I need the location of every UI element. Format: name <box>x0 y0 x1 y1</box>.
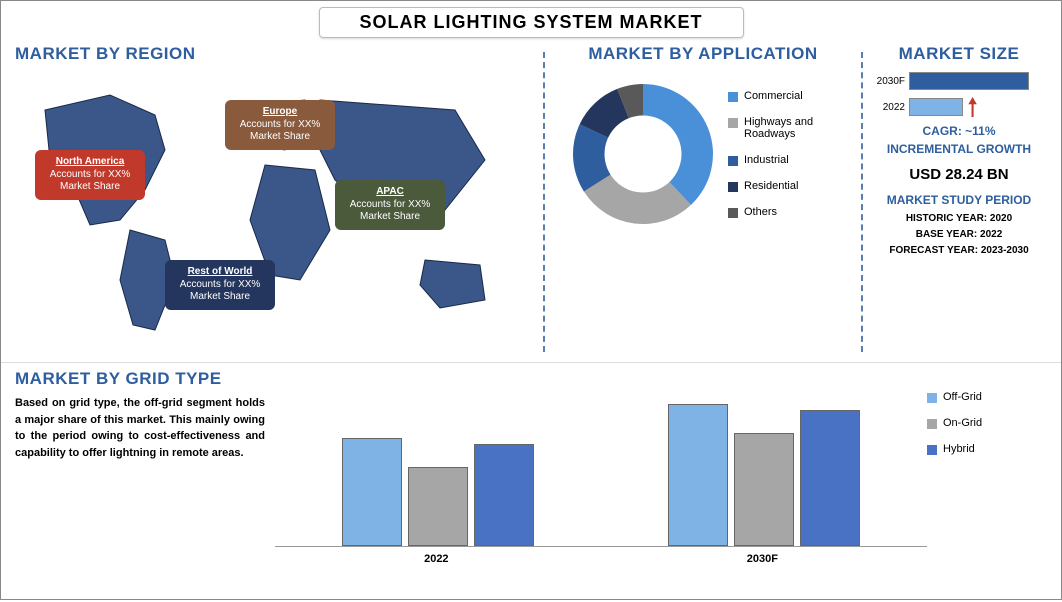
legend-swatch <box>728 92 738 102</box>
arrow-up-icon: 🠕 <box>967 94 978 120</box>
size-bar-chart: 2030F 2022 🠕 <box>871 72 1047 120</box>
growth-heading: INCREMENTAL GROWTH <box>871 142 1047 156</box>
region-tag-line: Accounts for XX% <box>50 169 131 180</box>
market-size-panel: MARKET SIZE 2030F 2022 🠕 CAGR: ~11% INCR… <box>871 42 1047 362</box>
cagr-label: CAGR: ~11% <box>871 124 1047 138</box>
divider-vertical <box>861 52 863 352</box>
bar-hybrid <box>800 410 860 546</box>
growth-value: USD 28.24 BN <box>871 166 1047 183</box>
study-forecast: FORECAST YEAR: 2023-2030 <box>871 243 1047 259</box>
size-bar-label: 2022 <box>871 102 905 113</box>
x-label: 2030F <box>747 553 778 565</box>
legend-label: Commercial <box>744 90 803 102</box>
legend-swatch <box>728 182 738 192</box>
region-tag-rest-of-world: Rest of World Accounts for XX% Market Sh… <box>165 260 275 310</box>
region-tag-apac: APAC Accounts for XX% Market Share <box>335 180 445 230</box>
grid-bar-chart <box>275 377 927 547</box>
region-panel: MARKET BY REGION <box>15 42 535 362</box>
grid-text-column: MARKET BY GRID TYPE Based on grid type, … <box>15 367 265 592</box>
study-period-block: HISTORIC YEAR: 2020 BASE YEAR: 2022 FORE… <box>871 211 1047 259</box>
region-tag-title: Europe <box>233 106 327 119</box>
bar-off-grid <box>342 438 402 546</box>
divider-vertical <box>543 52 545 352</box>
world-map: North America Accounts for XX% Market Sh… <box>15 70 515 340</box>
size-bar-row: 2022 🠕 <box>871 94 1047 120</box>
study-heading: MARKET STUDY PERIOD <box>871 193 1047 207</box>
region-tag-line: Accounts for XX% <box>180 279 261 290</box>
grid-x-axis: 2022 2030F <box>275 553 927 565</box>
legend-item: Others <box>728 206 838 218</box>
legend-label: Off-Grid <box>943 391 982 403</box>
grid-heading: MARKET BY GRID TYPE <box>15 369 265 389</box>
study-base: BASE YEAR: 2022 <box>871 227 1047 243</box>
application-heading: MARKET BY APPLICATION <box>553 44 853 64</box>
donut-chart <box>568 79 718 229</box>
donut-wrap: Commercial Highways and Roadways Industr… <box>553 76 853 232</box>
legend-item: Hybrid <box>927 443 1037 455</box>
donut-legend: Commercial Highways and Roadways Industr… <box>728 76 838 232</box>
grid-description: Based on grid type, the off-grid segment… <box>15 395 265 461</box>
legend-swatch <box>927 419 937 429</box>
page-title: SOLAR LIGHTING SYSTEM MARKET <box>319 7 744 38</box>
region-tag-title: North America <box>43 156 137 169</box>
legend-label: Residential <box>744 180 798 192</box>
bar-on-grid <box>734 433 794 546</box>
region-tag-line: Accounts for XX% <box>240 119 321 130</box>
bar-on-grid <box>408 467 468 546</box>
size-heading: MARKET SIZE <box>871 44 1047 64</box>
study-historic: HISTORIC YEAR: 2020 <box>871 211 1047 227</box>
legend-item: Residential <box>728 180 838 192</box>
region-tag-title: APAC <box>343 186 437 199</box>
region-tag-line: Market Share <box>190 291 250 302</box>
legend-item: Commercial <box>728 90 838 102</box>
legend-swatch <box>728 208 738 218</box>
legend-item: On-Grid <box>927 417 1037 429</box>
legend-swatch <box>927 445 937 455</box>
legend-item: Industrial <box>728 154 838 166</box>
bar-off-grid <box>668 404 728 546</box>
top-row: MARKET BY REGION <box>1 42 1061 362</box>
region-tag-north-america: North America Accounts for XX% Market Sh… <box>35 150 145 200</box>
page-title-wrap: SOLAR LIGHTING SYSTEM MARKET <box>1 1 1061 42</box>
legend-swatch <box>728 118 738 128</box>
legend-swatch <box>728 156 738 166</box>
region-tag-line: Market Share <box>360 211 420 222</box>
legend-label: Industrial <box>744 154 789 166</box>
legend-item: Off-Grid <box>927 391 1037 403</box>
bar-group <box>342 438 534 546</box>
legend-label: Hybrid <box>943 443 975 455</box>
application-panel: MARKET BY APPLICATION Commercial Highway… <box>553 42 853 362</box>
grid-chart-column: 2022 2030F <box>265 367 927 592</box>
grid-legend: Off-Grid On-Grid Hybrid <box>927 367 1047 592</box>
size-bar <box>909 98 963 116</box>
size-bar-label: 2030F <box>871 76 905 87</box>
legend-label: Others <box>744 206 777 218</box>
bar-group <box>668 404 860 546</box>
legend-item: Highways and Roadways <box>728 116 838 140</box>
legend-label: On-Grid <box>943 417 982 429</box>
size-bar <box>909 72 1029 90</box>
region-heading: MARKET BY REGION <box>15 44 535 64</box>
size-bar-row: 2030F <box>871 72 1047 90</box>
grid-type-row: MARKET BY GRID TYPE Based on grid type, … <box>1 362 1061 602</box>
legend-label: Highways and Roadways <box>744 116 838 140</box>
region-tag-line: Accounts for XX% <box>350 199 431 210</box>
bar-hybrid <box>474 444 534 546</box>
legend-swatch <box>927 393 937 403</box>
region-tag-line: Market Share <box>60 181 120 192</box>
region-tag-europe: Europe Accounts for XX% Market Share <box>225 100 335 150</box>
x-label: 2022 <box>424 553 448 565</box>
region-tag-title: Rest of World <box>173 266 267 279</box>
region-tag-line: Market Share <box>250 131 310 142</box>
